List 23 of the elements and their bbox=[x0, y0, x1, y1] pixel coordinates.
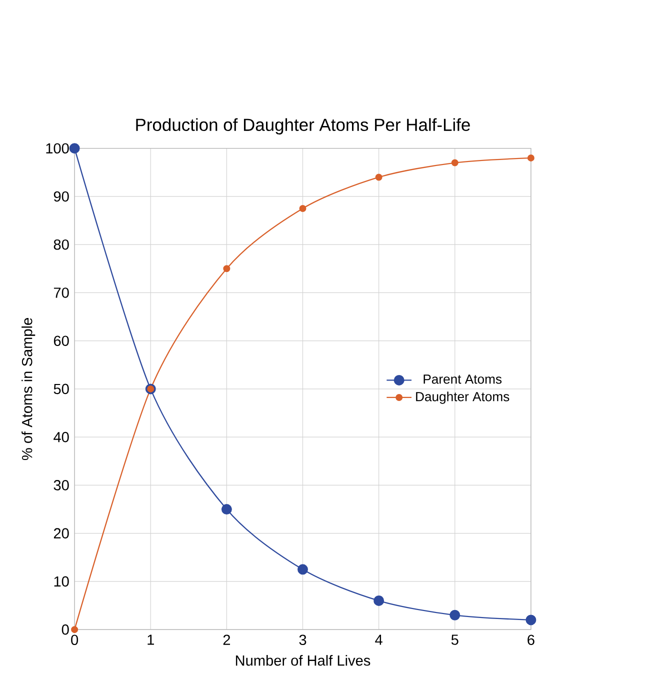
legend-label: Parent Atoms bbox=[424, 374, 502, 384]
chart-title: Production of Daughter Atoms Per Half-Life bbox=[136, 118, 470, 134]
x-axis-title: Number of Half Lives bbox=[236, 655, 370, 666]
y-tick-label: 20 bbox=[54, 528, 69, 538]
y-tick-label: 100 bbox=[46, 143, 69, 154]
x-tick-label: 6 bbox=[528, 634, 534, 646]
x-tick-label: 2 bbox=[223, 634, 230, 645]
y-tick-label: 0 bbox=[62, 624, 69, 635]
x-tick-label: 4 bbox=[375, 634, 382, 645]
y-tick-label: 10 bbox=[54, 576, 69, 587]
y-tick-label: 80 bbox=[54, 239, 69, 250]
y-axis-title: % of Atoms in Sample bbox=[21, 318, 36, 460]
x-tick-label: 0 bbox=[71, 634, 78, 646]
y-tick-label: 40 bbox=[54, 432, 69, 442]
legend-label: Daughter Atoms bbox=[416, 392, 510, 404]
y-tick-label: 50 bbox=[54, 384, 69, 394]
y-tick-label: 30 bbox=[54, 480, 69, 490]
y-tick-label: 70 bbox=[54, 288, 69, 298]
y-tick-label: 60 bbox=[54, 336, 69, 346]
y-tick-label: 90 bbox=[54, 191, 69, 202]
x-tick-label: 5 bbox=[451, 634, 458, 645]
x-tick-label: 1 bbox=[148, 634, 154, 645]
x-tick-label: 3 bbox=[299, 634, 306, 646]
